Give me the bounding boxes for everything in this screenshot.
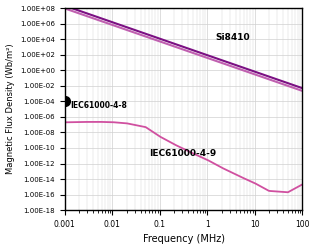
Text: IEC61000-4-9: IEC61000-4-9 bbox=[149, 149, 216, 158]
Y-axis label: Magnetic Flux Density (Wb/m²): Magnetic Flux Density (Wb/m²) bbox=[6, 44, 14, 174]
Text: Si8410: Si8410 bbox=[215, 33, 250, 42]
Text: IEC61000-4-8: IEC61000-4-8 bbox=[70, 101, 127, 110]
X-axis label: Frequency (MHz): Frequency (MHz) bbox=[142, 234, 225, 244]
